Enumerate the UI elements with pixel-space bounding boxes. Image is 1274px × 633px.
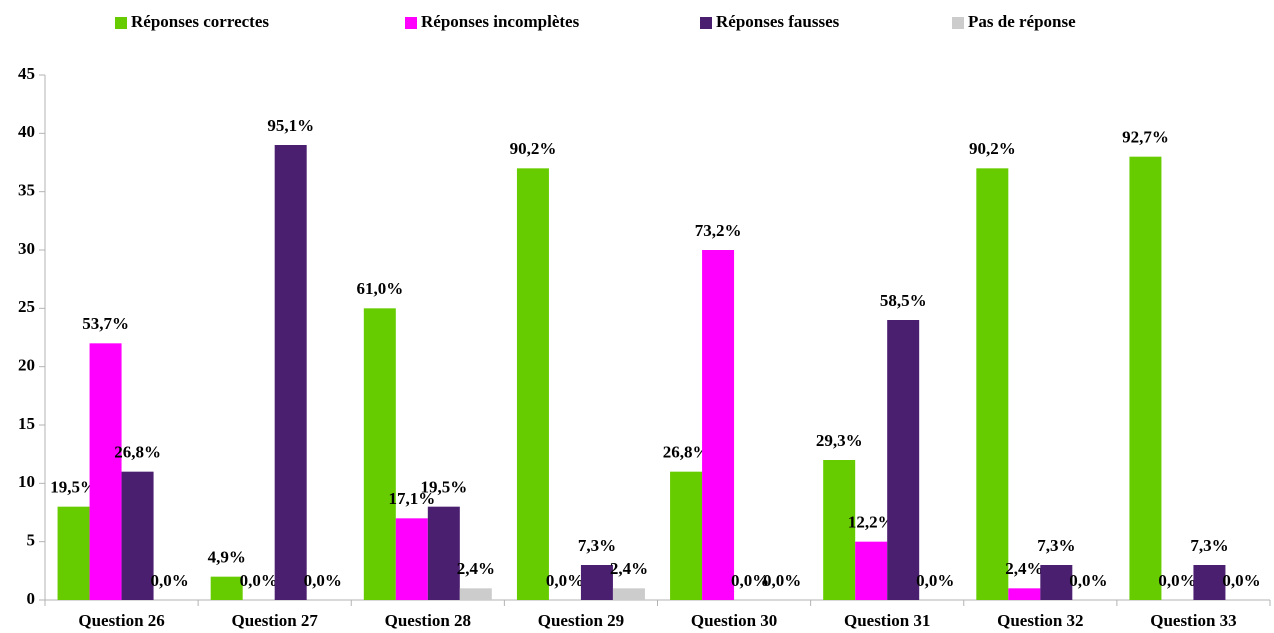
value-label: 0,0% [150, 571, 188, 590]
value-label: 0,0% [916, 571, 954, 590]
y-tick-label: 30 [18, 239, 35, 258]
value-label: 0,0% [546, 571, 584, 590]
legend-swatch [952, 17, 964, 29]
x-tick-label: Question 27 [231, 611, 318, 630]
bar [823, 460, 856, 600]
x-tick-label: Question 28 [385, 611, 471, 630]
value-label: 26,8% [663, 443, 710, 462]
y-tick-label: 15 [18, 414, 35, 433]
value-label: 7,3% [578, 536, 616, 555]
value-label: 0,0% [240, 571, 278, 590]
bar [459, 588, 492, 600]
value-label: 73,2% [695, 221, 742, 240]
bar [395, 518, 428, 600]
value-label: 2,4% [1005, 559, 1043, 578]
value-label: 29,3% [816, 431, 863, 450]
value-label: 61,0% [356, 279, 403, 298]
value-label: 7,3% [1190, 536, 1228, 555]
x-tick-label: Question 32 [997, 611, 1083, 630]
x-tick-label: Question 31 [844, 611, 930, 630]
bar [121, 471, 154, 600]
value-label: 95,1% [267, 116, 314, 135]
x-tick-label: Question 29 [538, 611, 624, 630]
value-label: 12,2% [848, 513, 895, 532]
bar [855, 541, 888, 600]
legend-swatch [700, 17, 712, 29]
value-label: 0,0% [1158, 571, 1196, 590]
value-label: 58,5% [880, 291, 927, 310]
y-tick-label: 5 [27, 531, 36, 550]
value-label: 0,0% [304, 571, 342, 590]
x-tick-label: Question 33 [1150, 611, 1236, 630]
bar [1040, 565, 1073, 600]
legend-label: Réponses fausses [716, 12, 840, 31]
bar [670, 471, 703, 600]
y-tick-label: 10 [18, 472, 35, 491]
value-label: 90,2% [510, 139, 557, 158]
value-label: 0,0% [1069, 571, 1107, 590]
y-tick-label: 20 [18, 356, 35, 375]
bar [702, 250, 735, 600]
bar [1129, 156, 1162, 600]
legend-label: Réponses correctes [131, 12, 269, 31]
value-label: 19,5% [50, 478, 97, 497]
bar [887, 320, 920, 600]
value-label: 0,0% [731, 571, 769, 590]
value-label: 17,1% [388, 489, 435, 508]
legend-swatch [115, 17, 127, 29]
bar [89, 343, 122, 600]
bar [976, 168, 1009, 601]
y-tick-label: 35 [18, 181, 35, 200]
y-tick-label: 0 [27, 589, 36, 608]
y-tick-label: 25 [18, 297, 35, 316]
y-tick-label: 40 [18, 122, 35, 141]
value-label: 53,7% [82, 314, 129, 333]
value-label: 2,4% [610, 559, 648, 578]
value-label: 90,2% [969, 139, 1016, 158]
y-tick-label: 45 [18, 64, 35, 83]
bar [1008, 588, 1041, 600]
value-label: 26,8% [114, 443, 161, 462]
x-tick-label: Question 30 [691, 611, 777, 630]
bar [516, 168, 549, 601]
legend-swatch [405, 17, 417, 29]
value-label: 92,7% [1122, 128, 1169, 147]
bar [274, 145, 307, 600]
bar [427, 506, 460, 600]
legend-label: Pas de réponse [968, 12, 1076, 31]
value-label: 2,4% [457, 559, 495, 578]
bar [580, 565, 613, 600]
value-label: 0,0% [1222, 571, 1260, 590]
legend-label: Réponses incomplètes [421, 12, 580, 31]
value-label: 19,5% [420, 478, 467, 497]
bar [210, 576, 243, 600]
value-label: 7,3% [1037, 536, 1075, 555]
bar [1193, 565, 1226, 600]
bar [363, 308, 396, 600]
x-tick-label: Question 26 [78, 611, 164, 630]
value-label: 0,0% [763, 571, 801, 590]
value-label: 4,9% [208, 548, 246, 567]
bar [612, 588, 645, 600]
bar [57, 506, 90, 600]
